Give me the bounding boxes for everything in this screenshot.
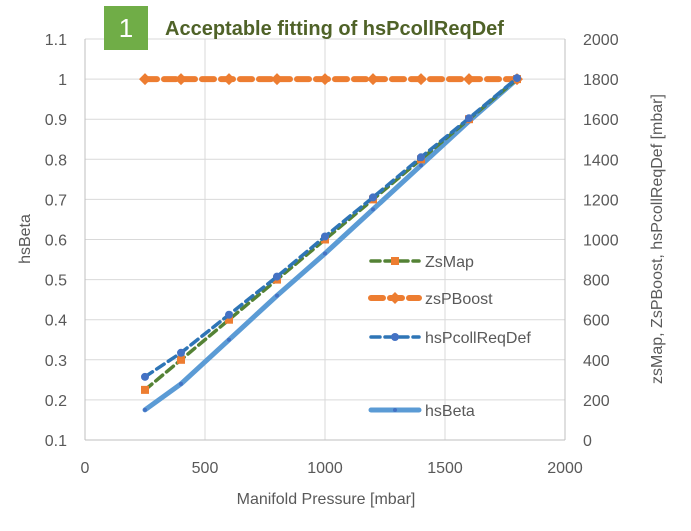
data-point-zsmap [225, 315, 233, 324]
y2-tick-label: 800 [583, 273, 610, 290]
y2-tick-label: 1800 [583, 72, 619, 89]
legend-marker-zsmap [391, 257, 399, 265]
y-tick-label: 0.8 [45, 152, 67, 169]
data-point-zspboost [415, 73, 427, 86]
data-point-hspcollreqdef [369, 193, 377, 202]
y2-tick-label: 200 [583, 393, 610, 410]
y2-tick-label: 600 [583, 313, 610, 330]
data-point-hsbeta [143, 407, 147, 412]
data-point-hsbeta [179, 381, 183, 386]
data-point-zspboost [223, 73, 235, 86]
y-tick-label: 0.3 [45, 353, 67, 370]
data-point-hspcollreqdef [141, 372, 149, 381]
y-tick-label: 1 [58, 72, 67, 89]
data-point-zspboost [271, 73, 283, 86]
badge [104, 6, 148, 50]
data-point-zspboost [367, 73, 379, 86]
data-point-hspcollreqdef [321, 232, 329, 241]
y2-tick-label: 1600 [583, 112, 619, 129]
data-point-zspboost [319, 73, 331, 86]
data-point-zspboost [175, 73, 187, 86]
y-tick-label: 0.9 [45, 112, 67, 129]
data-point-hspcollreqdef [417, 153, 425, 162]
y-tick-label: 0.6 [45, 233, 67, 250]
axes [84, 39, 566, 441]
data-point-hsbeta [323, 251, 327, 256]
legend-marker-hsbeta [393, 408, 397, 412]
chart-title: Acceptable fitting of hsPcollReqDef [165, 18, 504, 40]
data-point-hspcollreqdef [177, 348, 185, 357]
y-axis-label: hsBeta [17, 214, 34, 264]
y-tick-label: 1.1 [45, 32, 67, 49]
series-layer [139, 73, 523, 413]
data-point-hsbeta [419, 163, 423, 168]
x-tick-label: 2000 [547, 460, 583, 477]
data-point-hsbeta [275, 293, 279, 298]
data-point-hspcollreqdef [225, 310, 233, 319]
data-point-hsbeta [371, 207, 375, 212]
legend-marker-zspboost [389, 292, 401, 304]
y2-tick-label: 400 [583, 353, 610, 370]
legend-label-zsmap: ZsMap [425, 254, 474, 271]
legend-marker-hspcollreqdef [391, 333, 399, 341]
legend-label-hspcollreqdef: hsPcollReqDef [425, 330, 531, 347]
data-point-zspboost [463, 73, 475, 86]
x-tick-label: 1000 [307, 460, 343, 477]
data-point-hspcollreqdef [465, 114, 473, 123]
y2-axis-label: zsMap, ZsPBoost, hsPcollReqDef [mbar] [649, 94, 666, 384]
legend-label-hsbeta: hsBeta [425, 403, 475, 420]
y-tick-label: 0.4 [45, 313, 67, 330]
data-point-hsbeta [227, 337, 231, 342]
y-tick-label: 0.7 [45, 192, 67, 209]
y-tick-label: 0.2 [45, 393, 67, 410]
data-point-zspboost [139, 73, 151, 86]
x-tick-label: 0 [81, 460, 90, 477]
y2-tick-label: 0 [583, 433, 592, 450]
y2-tick-label: 1000 [583, 233, 619, 250]
x-axis-label: Manifold Pressure [mbar] [237, 491, 416, 508]
data-point-zsmap [141, 385, 149, 394]
y2-tick-label: 2000 [583, 32, 619, 49]
data-point-zsmap [177, 355, 185, 364]
x-tick-label: 1500 [427, 460, 463, 477]
data-point-hspcollreqdef [273, 272, 281, 281]
legend-label-zspboost: zsPBoost [425, 291, 493, 308]
y2-tick-label: 1400 [583, 152, 619, 169]
badge-label: 1 [119, 13, 133, 43]
y-tick-label: 0.5 [45, 273, 67, 290]
x-tick-label: 500 [192, 460, 219, 477]
legend: ZsMap zsPBoost hsPcollReqDef hsBeta [368, 254, 531, 420]
y2-tick-label: 1200 [583, 192, 619, 209]
data-point-hspcollreqdef [513, 74, 521, 83]
y-tick-label: 0.1 [45, 433, 67, 450]
